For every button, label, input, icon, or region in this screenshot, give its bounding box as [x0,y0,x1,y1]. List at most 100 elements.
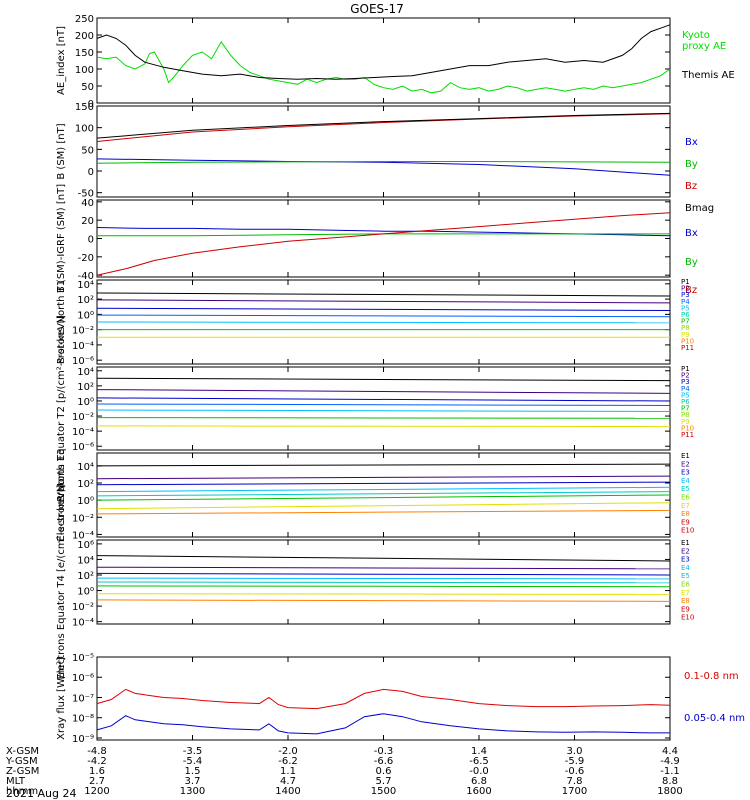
series-line [96,40,671,94]
axis-row-label: hhmm [6,786,38,797]
y-axis-label: B (SM) [nT] [56,123,67,179]
legend-entry: P5 [681,391,690,399]
y-tick-label: 10⁶ [77,540,94,551]
y-tick-label: 20 [81,216,94,227]
axis-value: 2.7 [89,776,105,787]
legend-entry: P6 [681,311,690,319]
y-tick-label: 0 [88,167,94,178]
y-tick-label: 10⁻⁶ [72,356,94,367]
legend-entry: E7 [681,589,690,597]
series-line [96,112,671,139]
axis-value: -0.6 [565,766,585,777]
series-line [96,491,671,497]
y-tick-label: 10⁻² [72,602,94,613]
y-tick-label: 100 [75,124,94,135]
axis-value: -4.2 [87,756,107,767]
series-line [96,377,671,382]
axis-value: -0.0 [469,766,489,777]
date-label: 2021 Aug 24 [6,787,76,800]
legend-entry: By [685,257,698,268]
axis-value: 1700 [562,786,587,797]
legend-entry: E3 [681,469,690,477]
legend-entry: E9 [681,605,690,613]
y-tick-label: 10⁻⁶ [72,442,94,453]
y-tick-label: 0 [88,99,94,110]
series-line [96,688,671,710]
legend-entry: Themis AE [681,70,735,81]
y-axis-label: Xray flux [W/m²] [56,657,67,740]
series-line [96,486,671,493]
legend-entry: E2 [681,460,690,468]
axis-value: 1600 [466,786,491,797]
y-tick-label: 10⁴ [77,280,94,291]
legend-entry: P4 [681,298,690,306]
series-line [96,509,671,515]
series-line [96,212,671,276]
series-line [96,24,671,80]
axis-value: 5.7 [376,776,392,787]
y-tick-label: 10⁻⁴ [72,341,94,352]
legend-entry: E1 [681,539,690,547]
y-tick-label: 10⁻⁴ [72,530,94,541]
legend-entry: E4 [681,564,690,572]
axis-value: -5.9 [565,756,585,767]
chart-title: GOES-17 [350,2,404,16]
series-line [96,403,671,406]
legend-entry: E8 [681,597,690,605]
series-line [96,494,671,501]
legend-entry: E4 [681,477,690,485]
axis-value: -4.8 [87,746,107,757]
legend-entry: By [685,159,698,170]
y-tick-label: 0 [88,235,94,246]
axis-value: 3.0 [567,746,583,757]
y-tick-label: 10⁻⁷ [72,693,94,704]
y-axis-label: Electrons Equator T4 [e/(cm²-s-sr-keV)] [56,484,67,679]
y-tick-label: 10² [77,479,94,490]
legend-entry: P9 [681,418,690,426]
series-line [96,161,671,164]
panel-8: 10⁻⁵ 10⁻⁶ 10⁻⁷ 10⁻⁸ 10⁻⁹ Xray flux [W/m²] 0.1-… [56,653,745,745]
y-tick-label: 100 [75,65,94,76]
axis-value: 0.6 [376,766,392,777]
y-tick-label: 50 [81,82,94,93]
series-line [96,397,671,402]
y-tick-label: 10⁻⁴ [72,618,94,629]
axis-value: -2.0 [278,746,298,757]
y-tick-label: 10⁴ [77,367,94,378]
y-tick-label: 10⁻⁴ [72,427,94,438]
series-line [96,581,671,584]
legend-entry: E6 [681,581,690,589]
axis-value: -6.5 [469,756,489,767]
series-line [96,599,671,602]
axis-value: -0.3 [374,746,394,757]
axis-value: 1.1 [280,766,296,777]
y-tick-label: 10⁴ [77,555,94,566]
y-tick-label: 10² [77,571,94,582]
legend-entry: Bx [685,228,698,239]
legend-entry: E2 [681,547,690,555]
panel-5: 10⁴ 10² 10⁰ 10⁻² 10⁻⁴ 10⁻⁶ Protons Equator T2 … [56,315,694,502]
y-tick-label: 150 [75,48,94,59]
axis-row-label: Y-GSM [5,756,38,767]
y-tick-label: 150 [75,102,94,113]
legend-entry: E7 [681,502,690,510]
legend-entry: 0.1-0.8 nm [684,671,739,682]
axis-row-label: MLT [6,776,26,787]
legend-entry: P9 [681,331,690,339]
axis-value: 4.7 [280,776,296,787]
series-line [96,389,671,394]
legend-entry: E1 [681,452,690,460]
legend-entry: P8 [681,324,690,332]
y-tick-label: 250 [75,14,94,25]
series-line [96,713,670,735]
series-line [96,585,671,588]
y-axis-label: B (SM)-IGRF (SM) [nT] [56,184,67,293]
series-line [96,321,671,324]
series-line [96,425,671,428]
y-tick-label: 10² [77,295,94,306]
series-line [96,409,671,412]
legend-entry: E5 [681,572,690,580]
